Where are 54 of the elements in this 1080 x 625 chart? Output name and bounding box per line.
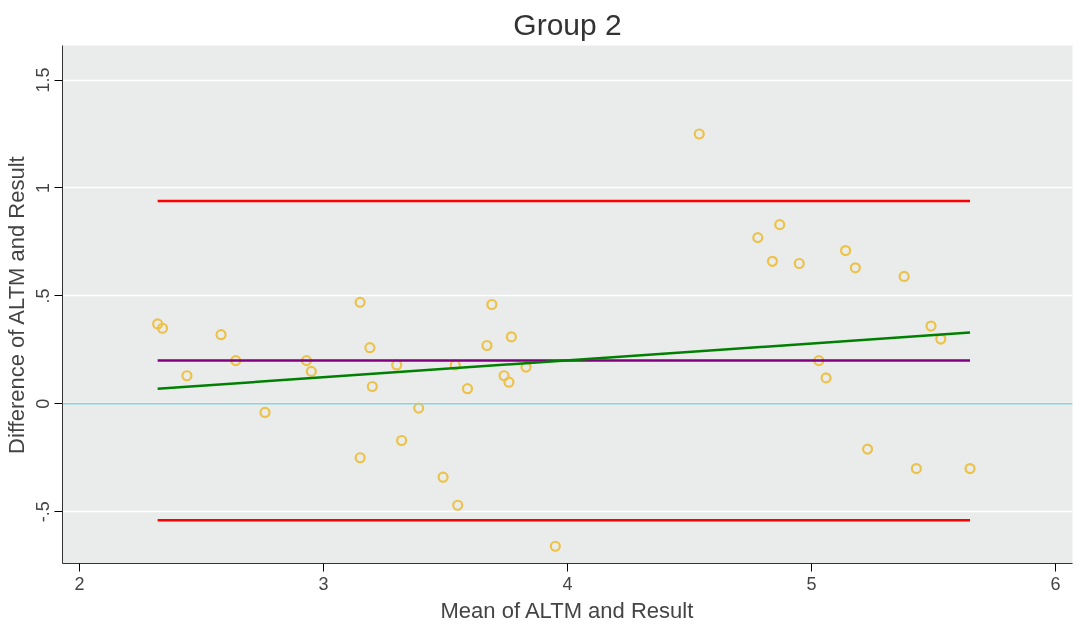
point: [774, 219, 786, 231]
point: [820, 372, 832, 384]
point: [413, 402, 425, 414]
point: [230, 355, 242, 367]
y-tick-label: -.5: [33, 501, 54, 523]
point: [396, 434, 408, 447]
point: [181, 370, 193, 382]
point: [910, 462, 922, 475]
x-tick-label: 3: [318, 573, 329, 594]
point: [505, 331, 517, 343]
point: [964, 462, 976, 475]
point: [861, 443, 874, 455]
point: [452, 499, 464, 511]
point: [693, 128, 705, 140]
point: [481, 339, 493, 352]
x-axis-title: Mean of ALTM and Result: [440, 597, 694, 623]
y-tick-label: 1: [33, 182, 54, 193]
point: [793, 257, 805, 270]
point: [437, 471, 449, 483]
point: [300, 355, 313, 367]
point: [813, 355, 825, 367]
point: [449, 359, 461, 371]
x-tick-label: 4: [562, 573, 573, 594]
x-tick-label: 5: [806, 573, 817, 594]
chart-title: Group 2: [513, 7, 622, 41]
point: [935, 333, 947, 345]
point: [503, 376, 515, 388]
point: [391, 359, 403, 371]
point: [305, 365, 317, 377]
point: [461, 383, 474, 395]
x-tick-label: 6: [1050, 573, 1061, 594]
y-tick-label: 0: [33, 398, 54, 409]
point: [766, 255, 779, 267]
point: [752, 232, 764, 244]
point: [520, 361, 532, 373]
y-tick-label: .5: [33, 288, 54, 304]
point: [156, 322, 169, 334]
point: [849, 262, 861, 274]
point: [898, 270, 910, 283]
point: [259, 406, 271, 419]
point: [354, 296, 366, 308]
point: [498, 370, 510, 382]
point: [549, 540, 561, 552]
point: [364, 342, 376, 354]
x-tick-label: 2: [74, 573, 85, 594]
y-tick-label: 1.5: [33, 67, 54, 93]
point: [354, 452, 366, 464]
y-axis-title: Difference of ALTM and Result: [3, 156, 29, 454]
point: [925, 320, 937, 332]
point: [486, 298, 498, 311]
point: [152, 318, 164, 330]
point: [215, 329, 227, 341]
point: [366, 380, 378, 393]
point: [840, 244, 852, 257]
